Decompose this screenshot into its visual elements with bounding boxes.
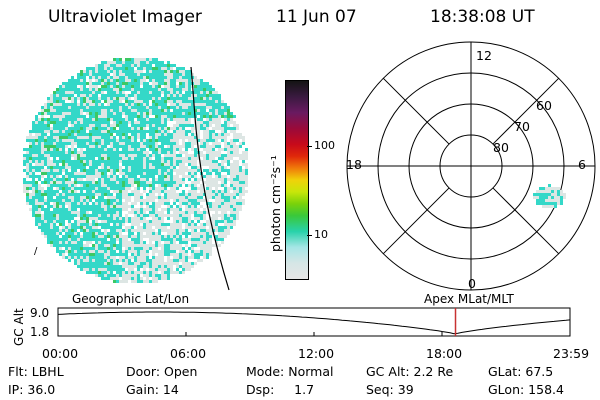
colorbar-tick-100	[307, 146, 312, 147]
colorbar-tick-10	[307, 235, 312, 236]
timeline-x-tick-0: 00:00	[42, 346, 79, 361]
info-door: Door: Open	[126, 364, 198, 379]
polar-lat-70: 70	[514, 119, 530, 134]
timeline-plot	[57, 307, 571, 337]
earth-image	[23, 58, 248, 291]
timeline-left-title: Geographic Lat/Lon	[72, 292, 190, 306]
instrument-title: Ultraviolet Imager	[48, 7, 202, 27]
colorbar	[285, 80, 309, 280]
timeline-x-tick-1: 06:00	[170, 346, 207, 361]
timeline-right-title: Apex MLat/MLT	[424, 292, 514, 306]
info-filter: Flt: LBHL	[8, 364, 64, 379]
polar-label-12: 12	[476, 48, 492, 63]
info-gc-alt: GC Alt: 2.2 Re	[366, 364, 454, 379]
earth-mark: /	[34, 246, 38, 257]
diagonal-line	[492, 187, 560, 255]
timeline-y-title: GC Alt	[12, 308, 26, 346]
info-ip: IP: 36.0	[8, 382, 56, 397]
diagonal-line	[382, 77, 450, 145]
info-gain: Gain: 14	[126, 382, 179, 397]
terminator-line	[190, 66, 230, 291]
aurora-patch	[533, 184, 566, 208]
timeline-x-tick-4: 23:59	[553, 346, 590, 361]
polar-lat-80: 80	[493, 140, 509, 155]
timeline-y-tick-high: 9.0	[30, 306, 50, 320]
time-label: 18:38:08 UT	[430, 7, 535, 27]
timeline-frame	[57, 307, 571, 337]
polar-lat-60: 60	[536, 98, 552, 113]
info-dsp: Dsp: 1.7	[246, 382, 315, 397]
timeline-y-tick-low: 1.8	[30, 325, 50, 339]
polar-label-18: 18	[346, 157, 362, 172]
polar-plot	[346, 41, 596, 291]
info-glat: GLat: 67.5	[488, 364, 554, 379]
timeline-x-tick-3: 18:00	[426, 346, 463, 361]
polar-label-0: 0	[468, 276, 476, 291]
info-mode: Mode: Normal	[246, 364, 334, 379]
altitude-curve	[57, 311, 571, 335]
info-seq: Seq: 39	[366, 382, 414, 397]
diagonal-line	[492, 77, 560, 145]
colorbar-label-100: 100	[314, 139, 335, 152]
colorbar-axis-title: photon cm⁻²s⁻¹	[268, 155, 283, 252]
date-label: 11 Jun 07	[276, 7, 357, 27]
colorbar-label-10: 10	[314, 228, 328, 241]
polar-label-6: 6	[578, 157, 586, 172]
info-glon: GLon: 158.4	[488, 382, 564, 397]
diagonal-line	[382, 187, 450, 255]
timeline-x-tick-2: 12:00	[298, 346, 335, 361]
earth-pixels	[23, 58, 248, 283]
